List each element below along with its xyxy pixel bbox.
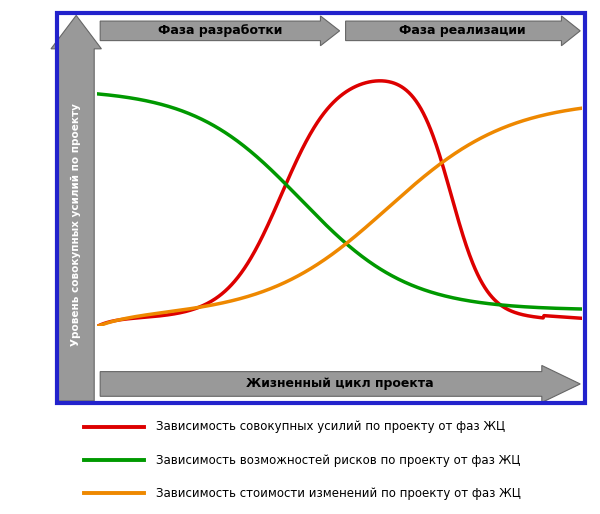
Text: Фаза реализации: Фаза реализации: [399, 24, 526, 38]
Text: Уровень совокупных усилий по проекту: Уровень совокупных усилий по проекту: [71, 103, 81, 346]
Text: Фаза разработки: Фаза разработки: [158, 24, 282, 38]
Text: Зависимость совокупных усилий по проекту от фаз ЖЦ: Зависимость совокупных усилий по проекту…: [156, 420, 505, 433]
Text: Зависимость стоимости изменений по проекту от фаз ЖЦ: Зависимость стоимости изменений по проек…: [156, 487, 521, 500]
Text: Жизненный цикл проекта: Жизненный цикл проекта: [246, 377, 433, 391]
Text: Зависимость возможностей рисков по проекту от фаз ЖЦ: Зависимость возможностей рисков по проек…: [156, 453, 520, 467]
